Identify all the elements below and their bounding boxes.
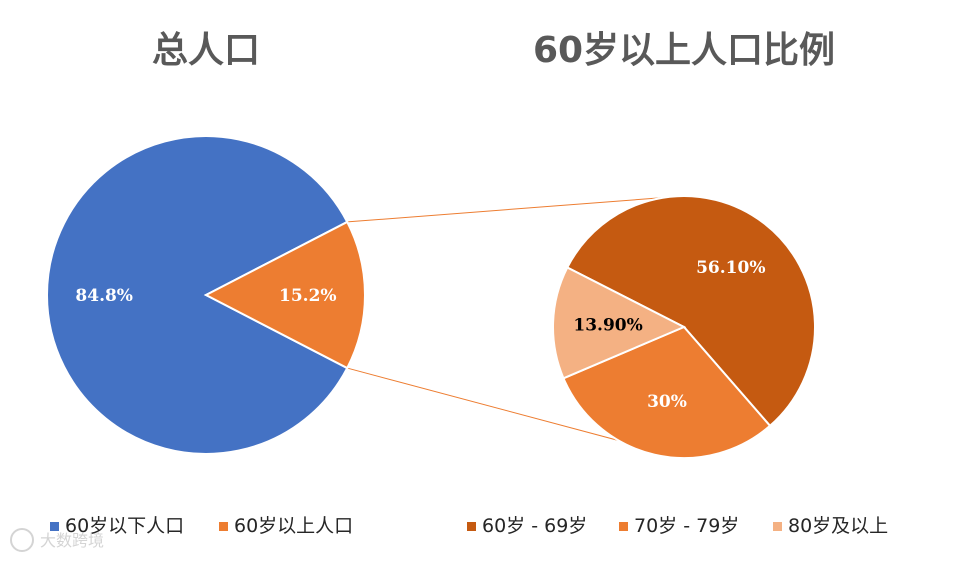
slice-data-label: 15.2%: [279, 286, 337, 306]
left-pie: 84.8% 15.2%: [46, 135, 366, 455]
legend-swatch: [619, 522, 628, 531]
legend-label: 70岁 - 79岁: [634, 515, 739, 537]
legend-label: 60岁以下人口: [65, 515, 184, 537]
watermark-text: 大数跨境: [40, 531, 104, 550]
legend-swatch: [50, 522, 59, 531]
legend-swatch: [219, 522, 228, 531]
slice-data-label: 13.90%: [573, 315, 642, 335]
pie-slice: [203, 220, 366, 370]
right-chart-title: 60岁以上人口比例: [533, 30, 835, 71]
legend-label: 60岁以上人口: [234, 515, 353, 537]
pie-slice: [562, 325, 772, 459]
legend-label: 80岁及以上: [788, 515, 888, 537]
connector-line-top: [347, 195, 685, 223]
pie-slice: [552, 266, 687, 380]
legend-swatch: [773, 522, 782, 531]
slice-data-label: 56.10%: [696, 258, 765, 278]
legend: 60岁以下人口 60岁以上人口 60岁 - 69岁 70岁 - 79岁 80岁及以上: [50, 515, 888, 537]
watermark-logo-icon: [10, 528, 34, 552]
legend-swatch: [467, 522, 476, 531]
left-chart-title: 总人口: [152, 30, 260, 71]
legend-label: 60岁 - 69岁: [482, 515, 587, 537]
right-pie: 56.10% 30% 13.90%: [552, 195, 816, 459]
pie-slice: [46, 135, 349, 455]
slice-data-label: 30%: [647, 392, 687, 412]
pie-slice: [565, 195, 816, 428]
watermark: 大数跨境: [10, 528, 104, 552]
slice-data-label: 84.8%: [75, 286, 133, 306]
